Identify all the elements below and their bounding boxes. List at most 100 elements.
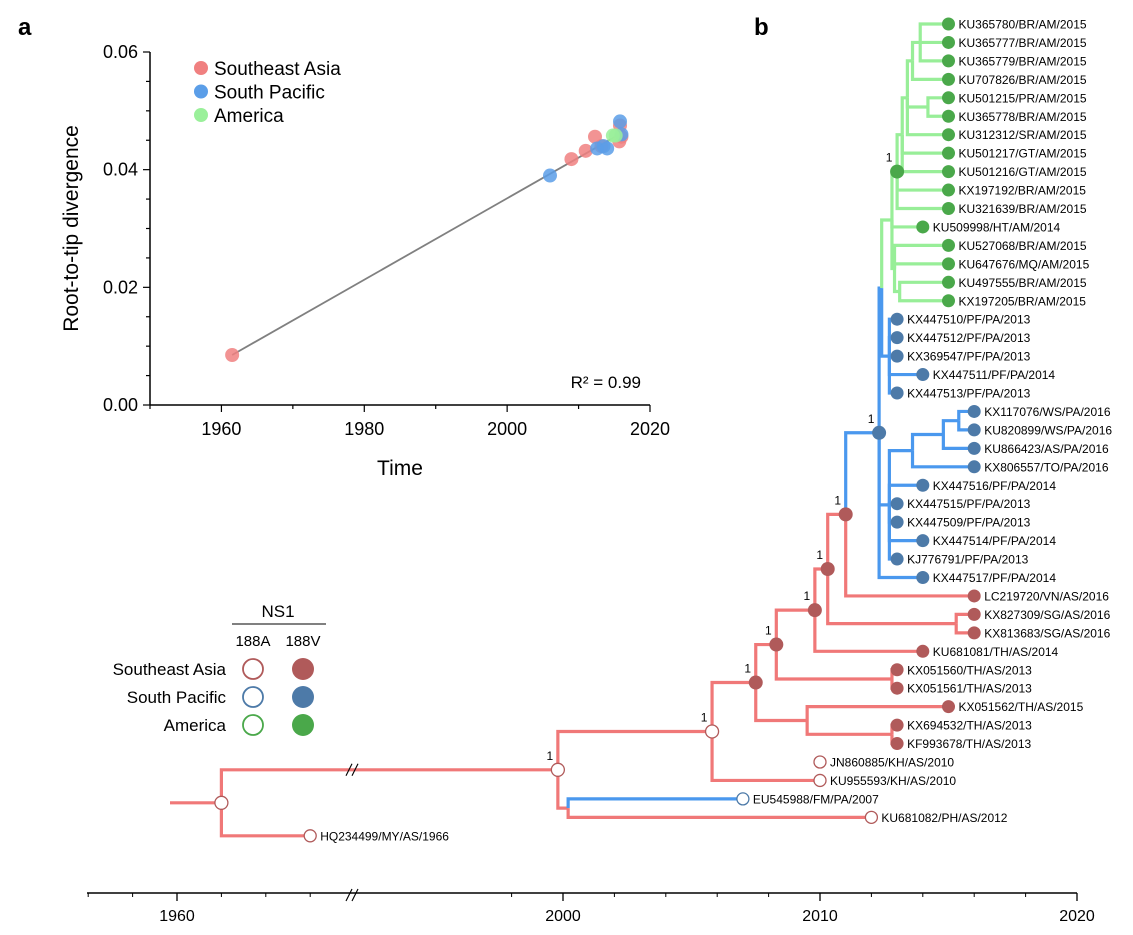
tree-branch bbox=[918, 42, 949, 63]
axis-break-mark bbox=[345, 888, 353, 902]
tip-label: KU365779/BR/AM/2015 bbox=[959, 54, 1087, 68]
tip-label: JN860885/KH/AS/2010 bbox=[830, 756, 954, 770]
tip-marker bbox=[967, 607, 981, 621]
tree-branch bbox=[556, 729, 713, 770]
support-value: 1 bbox=[886, 151, 893, 165]
internal-node bbox=[820, 561, 835, 576]
legend-filled-marker bbox=[292, 686, 314, 708]
tree-branch bbox=[805, 705, 949, 721]
tip-marker bbox=[967, 441, 981, 455]
internal-node bbox=[748, 675, 763, 690]
tip-label: KX117076/WS/PA/2016 bbox=[984, 405, 1111, 419]
tip-marker bbox=[942, 238, 955, 252]
tip-label: KX051562/TH/AS/2015 bbox=[959, 700, 1084, 714]
tip-marker bbox=[942, 183, 955, 197]
legend-column-header: 188A bbox=[235, 633, 270, 650]
tip-label: KU321639/BR/AM/2015 bbox=[959, 202, 1087, 216]
tip-label: KU955593/KH/AS/2010 bbox=[830, 774, 956, 788]
tip-marker bbox=[916, 220, 930, 234]
tip-marker bbox=[890, 386, 904, 400]
tip-label: KU501216/GT/AM/2015 bbox=[959, 165, 1087, 179]
tip-label: KU501215/PR/AM/2015 bbox=[959, 91, 1087, 105]
legend-label: South Pacific bbox=[214, 83, 325, 104]
tree-branch bbox=[844, 431, 880, 515]
tip-marker bbox=[942, 257, 955, 271]
legend-filled-marker bbox=[292, 658, 314, 680]
tip-marker bbox=[967, 460, 981, 474]
scatter-point bbox=[543, 168, 557, 183]
tip-marker bbox=[942, 146, 955, 160]
legend-label: Southeast Asia bbox=[214, 59, 341, 80]
tip-label: LC219720/VN/AS/2016 bbox=[984, 589, 1109, 603]
tree-branch bbox=[941, 434, 975, 450]
tip-marker bbox=[890, 718, 904, 732]
tree-branch bbox=[826, 512, 846, 569]
tree-branch bbox=[877, 432, 923, 580]
internal-node bbox=[838, 507, 853, 522]
tip-marker bbox=[967, 404, 981, 418]
legend-row-label: America bbox=[164, 716, 227, 735]
tip-label: KU820899/WS/PA/2016 bbox=[984, 423, 1112, 437]
tip-label: KU365777/BR/AM/2015 bbox=[959, 36, 1087, 50]
tip-label: KX197205/BR/AM/2015 bbox=[959, 294, 1087, 308]
tree-branch bbox=[566, 797, 743, 809]
internal-node bbox=[890, 164, 905, 179]
tree-branch bbox=[813, 610, 923, 653]
tip-marker bbox=[890, 349, 904, 363]
tree-branch bbox=[900, 96, 908, 135]
internal-node bbox=[872, 425, 887, 440]
regression-line bbox=[231, 132, 622, 356]
tip-label: KU707826/BR/AM/2015 bbox=[959, 73, 1087, 87]
legend-open-marker bbox=[242, 714, 264, 736]
support-value: 1 bbox=[804, 589, 811, 603]
tip-label: KX447515/PF/PA/2013 bbox=[907, 497, 1031, 511]
tip-marker bbox=[942, 128, 955, 142]
scatter-point bbox=[613, 114, 627, 129]
tip-label: KX447517/PF/PA/2014 bbox=[933, 571, 1057, 585]
tip-marker bbox=[942, 72, 955, 86]
legend-label: America bbox=[214, 106, 284, 127]
tip-label: KU501217/GT/AM/2015 bbox=[959, 147, 1087, 161]
support-value: 1 bbox=[868, 412, 875, 426]
tip-label: KU527068/BR/AM/2015 bbox=[959, 239, 1087, 253]
tip-marker bbox=[813, 773, 827, 788]
tip-marker bbox=[942, 35, 955, 49]
tip-label: KU497555/BR/AM/2015 bbox=[959, 276, 1087, 290]
tip-marker bbox=[967, 423, 981, 437]
scatter-point bbox=[578, 143, 593, 158]
x-tick-label: 2000 bbox=[487, 419, 527, 439]
tree-branch bbox=[774, 608, 815, 645]
tip-marker bbox=[942, 17, 955, 31]
tip-marker bbox=[890, 312, 904, 326]
tip-marker bbox=[303, 829, 317, 843]
internal-node bbox=[807, 603, 822, 618]
tip-marker bbox=[942, 275, 955, 289]
tree-branch bbox=[710, 680, 756, 732]
tip-marker bbox=[942, 54, 955, 68]
tip-marker bbox=[890, 497, 904, 511]
tree-branch bbox=[892, 268, 900, 294]
support-value: 1 bbox=[701, 710, 708, 724]
tip-marker bbox=[890, 737, 904, 751]
tip-label: KX813683/SG/AS/2016 bbox=[984, 626, 1110, 640]
tip-label: KX447510/PF/PA/2013 bbox=[907, 313, 1031, 327]
legend-row-label: Southeast Asia bbox=[113, 660, 227, 679]
legend-open-marker bbox=[242, 686, 264, 708]
x-tick-label: 2020 bbox=[630, 419, 670, 439]
legend-column-header: 188V bbox=[285, 633, 320, 650]
tree-branch bbox=[900, 134, 949, 155]
axis-break-mark bbox=[351, 763, 359, 777]
tree-branch bbox=[887, 504, 898, 561]
tree-branch bbox=[754, 682, 808, 723]
tip-marker bbox=[967, 626, 981, 640]
internal-node bbox=[214, 795, 229, 810]
tree-branch bbox=[710, 731, 820, 783]
support-value: 1 bbox=[765, 624, 772, 638]
tip-marker bbox=[942, 165, 955, 179]
tip-label: KX447516/PF/PA/2014 bbox=[933, 479, 1057, 493]
scatter-point bbox=[600, 141, 615, 156]
x-tick-label: 1980 bbox=[344, 419, 384, 439]
tree-branch bbox=[905, 97, 928, 109]
axis-break-mark bbox=[351, 888, 359, 902]
